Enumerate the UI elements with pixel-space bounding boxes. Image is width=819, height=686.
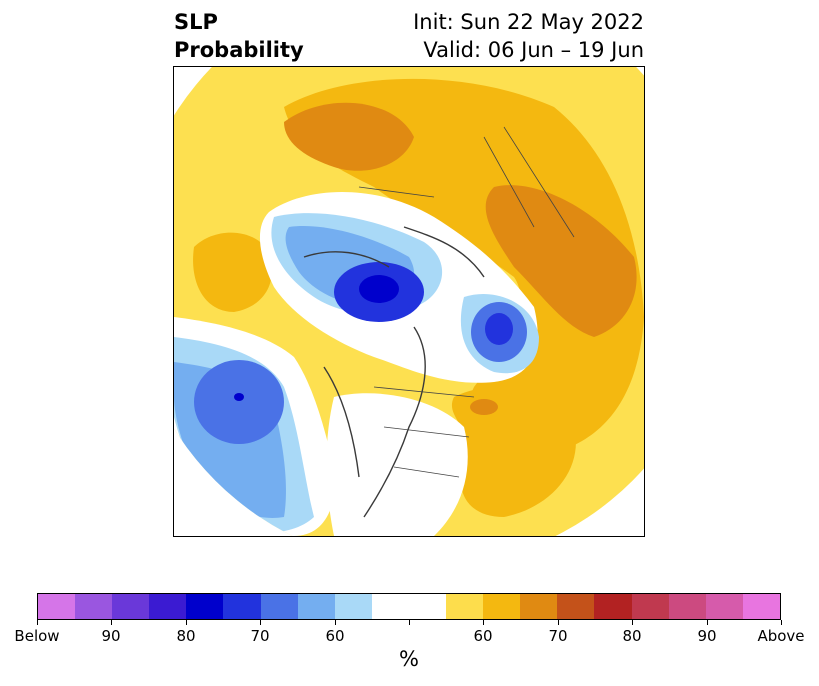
colorbar-tick-label: 70 (548, 627, 568, 645)
below-80-region-baffin (485, 313, 513, 345)
colorbar-tick-label: 70 (250, 627, 270, 645)
colorbar-tick (707, 620, 708, 625)
colorbar-tick (558, 620, 559, 625)
above-70-region-greenland (470, 399, 498, 415)
colorbar-segment (112, 594, 150, 619)
above-60-70-region-north (284, 78, 644, 458)
colorbar-tick-label: 60 (325, 627, 345, 645)
colorbar-segment (371, 594, 409, 619)
colorbar-tick (483, 620, 484, 625)
colorbar-segment (483, 594, 521, 619)
colorbar-tick (260, 620, 261, 625)
coastline-lines (303, 226, 485, 518)
colorbar (37, 593, 781, 620)
colorbar-segment (334, 594, 372, 619)
colorbar-tick (335, 620, 336, 625)
colorbar-unit: % (399, 647, 419, 671)
colorbar-segment (668, 594, 706, 619)
above-60-70-region-pacific (193, 232, 273, 312)
above-70-region-europe (485, 185, 637, 337)
colorbar-segment (408, 594, 447, 619)
init-date: Init: Sun 22 May 2022 (413, 10, 644, 34)
below-80-region-pacific (234, 393, 244, 401)
forecast-dates: Init: Sun 22 May 2022 Valid: 06 Jun – 19… (413, 8, 644, 64)
colorbar-tick (186, 620, 187, 625)
below-70-region-pacific (194, 360, 284, 444)
title-line-1: SLP (174, 10, 218, 34)
colorbar-tick-label: Above (757, 627, 805, 645)
map-panel (173, 66, 645, 537)
colorbar-tick (37, 620, 38, 625)
colorbar-tick-label: 90 (101, 627, 121, 645)
colorbar-segment (557, 594, 595, 619)
colorbar-tick (632, 620, 633, 625)
above-60-70-region-atlantic (451, 387, 576, 517)
title-line-2: Probability (174, 38, 304, 62)
title: SLP Probability (174, 8, 304, 64)
colorbar-segment (260, 594, 298, 619)
colorbar-segment (38, 594, 76, 619)
colorbar-segment (631, 594, 669, 619)
colorbar-tick-label: 90 (697, 627, 717, 645)
above-70-region-siberia (284, 102, 414, 171)
probability-map (174, 67, 644, 536)
colorbar-tick (111, 620, 112, 625)
colorbar-segment (297, 594, 335, 619)
colorbar-segment (223, 594, 261, 619)
colorbar-tick (409, 620, 410, 625)
colorbar-tick-label: 60 (473, 627, 493, 645)
colorbar-tick-label: Below (14, 627, 60, 645)
neutral-region-north-america (326, 393, 468, 536)
colorbar-tick (781, 620, 782, 625)
border-lines (358, 126, 575, 478)
colorbar-segment (446, 594, 484, 619)
colorbar-segment (149, 594, 187, 619)
colorbar-segment (742, 594, 780, 619)
colorbar-segment (75, 594, 113, 619)
below-80-region-arctic (359, 275, 399, 303)
colorbar-tick-label: 80 (176, 627, 196, 645)
valid-date: Valid: 06 Jun – 19 Jun (423, 38, 644, 62)
colorbar-segment (705, 594, 743, 619)
colorbar-segment (520, 594, 558, 619)
colorbar-segment (594, 594, 632, 619)
colorbar-segment (186, 594, 224, 619)
colorbar-tick-label: 80 (622, 627, 642, 645)
